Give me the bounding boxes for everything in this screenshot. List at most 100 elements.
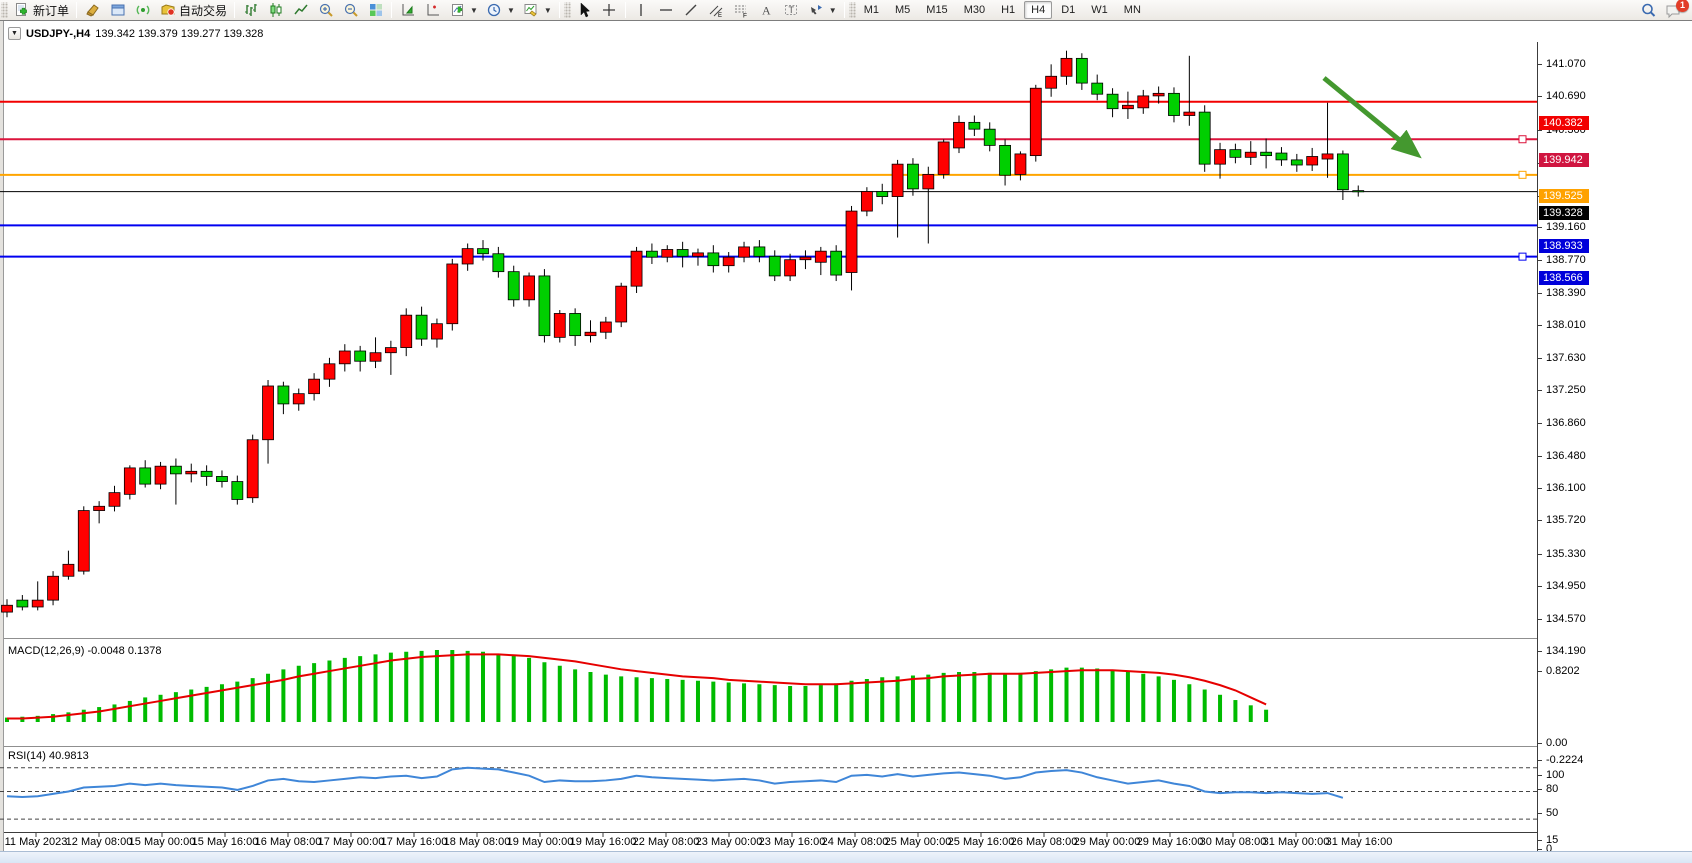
candle-body [461, 248, 474, 265]
rsi-tick: 0 [1538, 842, 1552, 856]
timeframe-H1[interactable]: H1 [1001, 4, 1016, 16]
crosshair-icon [601, 2, 618, 18]
bar-chart-icon [242, 2, 259, 18]
text-label-icon: T [783, 2, 800, 18]
candle-body [185, 470, 198, 475]
new-order-button[interactable]: 新订单 [9, 1, 73, 20]
candle-body [953, 121, 965, 149]
candle-body [707, 252, 720, 267]
styler-button[interactable] [80, 1, 105, 20]
candle-body [553, 313, 566, 338]
tile-windows-button[interactable] [363, 1, 388, 20]
candle-body [876, 191, 889, 197]
date-label: 25 May 16:00 [947, 836, 1015, 848]
date-axis[interactable]: 11 May 2023 12 May 08:00 15 May 00:00 15 Ma… [0, 834, 1537, 851]
chevron-down-icon: ▼ [11, 30, 18, 37]
candle-body [246, 439, 259, 499]
symbol-dropdown-button[interactable]: ▼ [8, 27, 21, 40]
date-label: 18 May 08:00 [443, 836, 511, 848]
cursor-tool-button[interactable] [572, 1, 597, 20]
new-chart-button[interactable]: ▼ [445, 1, 482, 20]
date-label: 16 May 08:00 [254, 836, 322, 848]
date-label: 12 May 08:00 [65, 836, 133, 848]
candle-body [507, 271, 520, 301]
candle-body [1244, 151, 1257, 158]
price-tick: 136.100 [1538, 481, 1586, 495]
candle-body [722, 256, 735, 267]
window-bottom-edge [0, 851, 1692, 863]
templates-button[interactable]: ▼ [519, 1, 556, 20]
periods-button[interactable]: ▼ [482, 1, 519, 20]
chart-shift-icon [424, 2, 441, 18]
candle-body [1045, 75, 1058, 89]
timeframe-MN[interactable]: MN [1123, 4, 1141, 16]
notifications-icon[interactable]: 1 [1665, 0, 1689, 19]
horizontal-line-tool[interactable] [654, 1, 679, 20]
price-tick: 138.010 [1538, 318, 1586, 332]
toolbar-separator [234, 2, 236, 18]
toolbar-grip[interactable] [563, 2, 571, 18]
cursor-icon [576, 2, 593, 18]
equidistant-channel-tool[interactable]: E [704, 1, 729, 20]
candle-body [492, 253, 505, 273]
level-handle [1518, 170, 1527, 179]
date-label: 19 May 16:00 [569, 836, 637, 848]
chart-canvas[interactable] [0, 21, 1537, 851]
terminal-button[interactable] [105, 1, 130, 20]
crosshair-tool-button[interactable] [597, 1, 622, 20]
trendline-tool[interactable] [679, 1, 704, 20]
price-tick: 138.390 [1538, 286, 1586, 300]
chart-candles-button[interactable] [263, 1, 288, 20]
price-tick: 140.690 [1538, 89, 1586, 103]
chart-bars-button[interactable] [238, 1, 263, 20]
tile-windows-icon [367, 2, 384, 18]
candle-body [983, 128, 996, 146]
candle-body [584, 331, 597, 337]
search-icon[interactable] [1640, 3, 1657, 19]
timeframe-M1[interactable]: M1 [863, 4, 879, 16]
rsi-tick: 50 [1538, 806, 1558, 820]
signal-button[interactable] [130, 1, 155, 20]
toolbar-grip[interactable] [848, 2, 856, 18]
autotrade-button[interactable]: 自动交易 [155, 1, 231, 20]
candle-body [845, 210, 858, 273]
svg-text:T: T [789, 5, 795, 15]
date-label: 23 May 00:00 [695, 836, 763, 848]
candle-body [1275, 152, 1288, 161]
timeframe-M30[interactable]: M30 [963, 4, 986, 16]
terminal-icon [109, 2, 126, 18]
candle-body [1214, 149, 1226, 165]
timeframe-W1[interactable]: W1 [1091, 4, 1108, 16]
price-axis[interactable]: 141.070140.690140.300139.910139.520139.1… [1537, 42, 1692, 863]
text-tool[interactable]: A [754, 1, 779, 20]
toolbar-separator [558, 2, 560, 18]
text-label-tool[interactable]: T [779, 1, 804, 20]
dropdown-caret: ▼ [828, 5, 837, 15]
price-tick: 136.480 [1538, 449, 1586, 463]
zoom-in-icon [317, 2, 334, 18]
vertical-line-tool[interactable] [629, 1, 654, 20]
level-handle [1518, 135, 1527, 144]
price-badge-138.566: 138.566 [1539, 270, 1589, 285]
zoom-in-button[interactable] [313, 1, 338, 20]
arrow-tools-button[interactable]: ▼ [804, 1, 841, 20]
zoom-out-button[interactable] [338, 1, 363, 20]
candle-body [784, 259, 797, 277]
candle-body [1091, 82, 1104, 95]
timeframe-D1[interactable]: D1 [1061, 4, 1076, 16]
timeframe-H4[interactable]: H4 [1024, 1, 1053, 19]
auto-arrange-button[interactable] [395, 1, 420, 20]
fibonacci-tool[interactable]: F [729, 1, 754, 20]
timeframe-M15[interactable]: M15 [926, 4, 948, 16]
candle-body [1029, 87, 1042, 157]
timeframe-M5[interactable]: M5 [895, 4, 911, 16]
toolbar-grip[interactable] [1, 2, 8, 18]
main-toolbar: 新订单 自动交易 [0, 0, 1692, 21]
date-label: 17 May 16:00 [380, 836, 448, 848]
chart-line-button[interactable] [288, 1, 313, 20]
chart-shift-button[interactable] [420, 1, 445, 20]
candle-body [292, 393, 305, 405]
candle-body [1198, 111, 1211, 165]
dropdown-caret: ▼ [506, 5, 515, 15]
price-badge-139.942: 139.942 [1539, 153, 1589, 168]
